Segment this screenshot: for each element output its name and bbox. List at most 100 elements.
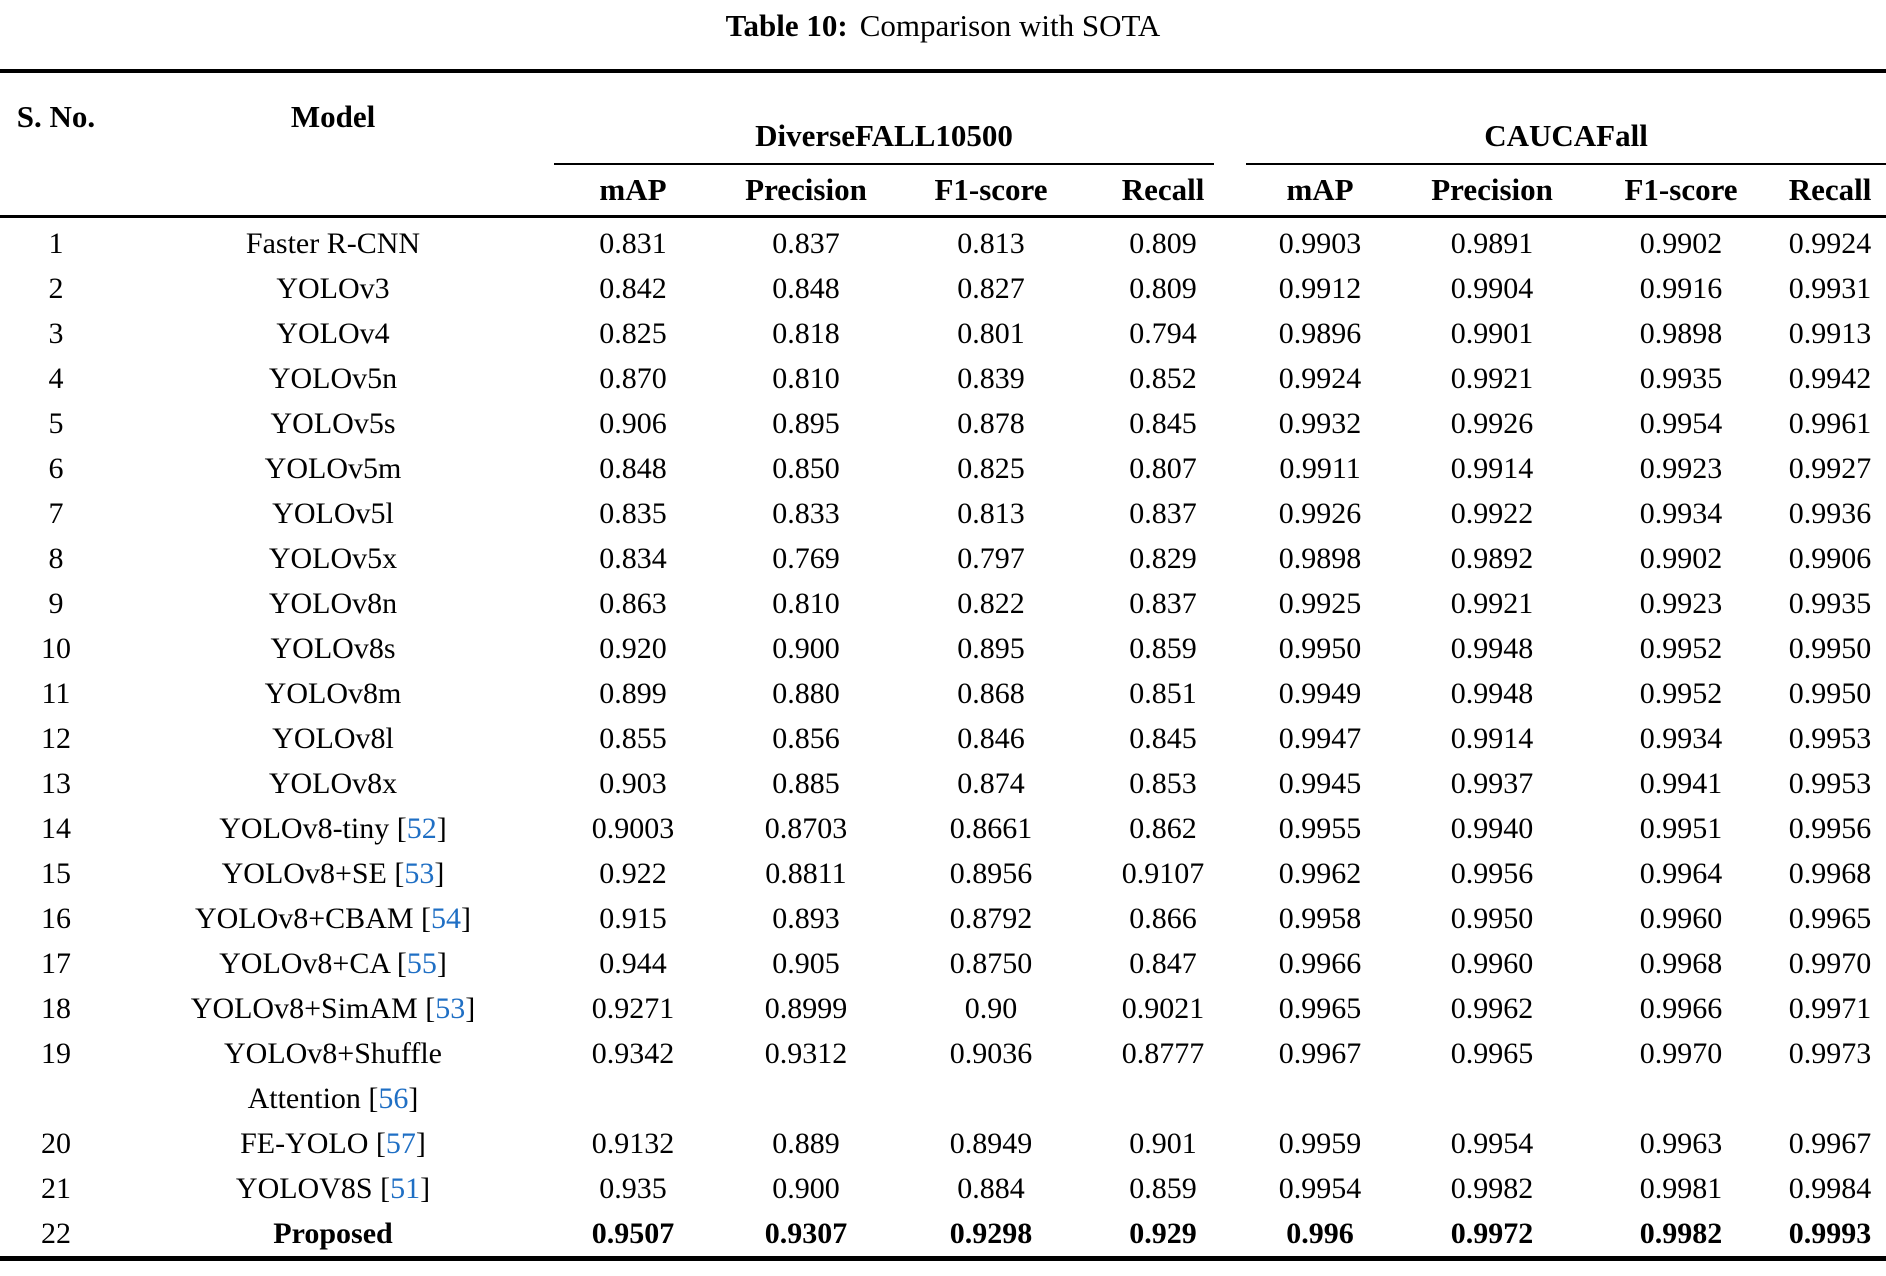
column-header-c-f1score: F1-score xyxy=(1588,165,1775,218)
metric-cell: 0.9993 xyxy=(1788,1217,1872,1250)
metric-cell: 0.9934 xyxy=(1639,497,1723,530)
metric-cell: 0.833 xyxy=(772,497,840,530)
model-cell: YOLOv8+CA [55] xyxy=(112,941,554,986)
citation-link[interactable]: [51] xyxy=(380,1172,431,1205)
serial-cell: 1 xyxy=(48,227,64,260)
metric-cell: 0.90 xyxy=(964,992,1018,1025)
table-row: 22 Proposed 0.9507 0.9307 0.9298 0.929 0.996 0.… xyxy=(0,1211,1886,1259)
metric-cell: 0.9950 xyxy=(1788,677,1872,710)
metric-cell: 0.9132 xyxy=(591,1127,675,1160)
table-header: S. No. Model DiverseFALL10500 CAUCAFall … xyxy=(0,71,1886,218)
model-cell: Faster R-CNN xyxy=(112,217,554,267)
model-name: YOLOv8+CBAM xyxy=(194,902,414,935)
metric-cell: 0.845 xyxy=(1129,722,1197,755)
metric-cell: 0.9965 xyxy=(1450,1037,1534,1070)
citation-link[interactable]: [57] xyxy=(375,1127,426,1160)
metric-cell: 0.831 xyxy=(599,227,667,260)
metric-cell: 0.9945 xyxy=(1278,767,1362,800)
model-cell: Proposed xyxy=(112,1211,554,1259)
serial-cell: 10 xyxy=(41,632,71,665)
model-name: YOLOv8+Shuffle xyxy=(223,1037,442,1070)
table-row: 7 YOLOv5l 0.835 0.833 0.813 0.837 0.9926 0.9922… xyxy=(0,491,1886,536)
table-row: 21 YOLOV8S [51] 0.935 0.900 0.884 0.859 0.9954… xyxy=(0,1166,1886,1211)
metric-cell: 0.9961 xyxy=(1788,407,1872,440)
metric-cell: 0.9892 xyxy=(1450,542,1534,575)
metric-cell: 0.825 xyxy=(957,452,1025,485)
citation-link[interactable]: [53] xyxy=(394,857,445,890)
metric-cell: 0.885 xyxy=(772,767,840,800)
metric-cell: 0.835 xyxy=(599,497,667,530)
metric-cell: 0.9914 xyxy=(1450,722,1534,755)
table-row: 17 YOLOv8+CA [55] 0.944 0.905 0.8750 0.847 0.9… xyxy=(0,941,1886,986)
group-header-row: S. No. Model DiverseFALL10500 CAUCAFall xyxy=(0,71,1886,218)
model-cell: YOLOv8+CBAM [54] xyxy=(112,896,554,941)
column-header-d-precision: Precision xyxy=(712,165,900,218)
metric-cell: 0.9904 xyxy=(1450,272,1534,305)
metric-cell: 0.8750 xyxy=(949,947,1033,980)
serial-cell: 11 xyxy=(41,677,71,710)
metric-cell: 0.9952 xyxy=(1639,632,1723,665)
metric-cell: 0.915 xyxy=(599,902,667,935)
metric-cell: 0.9967 xyxy=(1278,1037,1362,1070)
metric-cell: 0.9954 xyxy=(1278,1172,1362,1205)
citation-link[interactable]: [53] xyxy=(425,992,476,1025)
model-name: YOLOv8m xyxy=(264,677,402,710)
model-name: YOLOV8S xyxy=(235,1172,373,1205)
model-name: YOLOv8l xyxy=(272,722,394,755)
model-name: YOLOv5n xyxy=(268,362,398,395)
model-cell: YOLOv8+SE [53] xyxy=(112,851,554,896)
model-name: YOLOv5l xyxy=(272,497,394,530)
citation-link[interactable]: [54] xyxy=(421,902,472,935)
model-cell: YOLOv8+Shuffle Attention [56] xyxy=(112,1031,554,1121)
metric-cell: 0.944 xyxy=(599,947,667,980)
table-caption-label: Table 10: xyxy=(725,8,848,43)
metric-cell: 0.9003 xyxy=(591,812,675,845)
model-cell: YOLOv8l xyxy=(112,716,554,761)
table-body: 1 Faster R-CNN 0.831 0.837 0.813 0.809 0.9903 0… xyxy=(0,217,1886,1259)
model-name: YOLOv8x xyxy=(268,767,398,800)
model-cell: YOLOv8-tiny [52] xyxy=(112,806,554,851)
metric-cell: 0.9924 xyxy=(1278,362,1362,395)
metric-cell: 0.9954 xyxy=(1639,407,1723,440)
metric-cell: 0.866 xyxy=(1129,902,1197,935)
metric-cell: 0.9959 xyxy=(1278,1127,1362,1160)
metric-cell: 0.797 xyxy=(957,542,1025,575)
metric-cell: 0.9891 xyxy=(1450,227,1534,260)
citation-link[interactable]: [52] xyxy=(396,812,447,845)
citation-link[interactable]: [56] xyxy=(368,1082,419,1115)
metric-cell: 0.9923 xyxy=(1639,452,1723,485)
metric-cell: 0.9898 xyxy=(1278,542,1362,575)
metric-cell: 0.8949 xyxy=(949,1127,1033,1160)
metric-cell: 0.8811 xyxy=(765,857,847,890)
table-row: 2 YOLOv3 0.842 0.848 0.827 0.809 0.9912 0.9904 0… xyxy=(0,266,1886,311)
citation-link[interactable]: [55] xyxy=(396,947,447,980)
metric-cell: 0.852 xyxy=(1129,362,1197,395)
metric-cell: 0.906 xyxy=(599,407,667,440)
metric-cell: 0.9970 xyxy=(1639,1037,1723,1070)
metric-cell: 0.9952 xyxy=(1639,677,1723,710)
metric-cell: 0.9971 xyxy=(1788,992,1872,1025)
table-row: 13 YOLOv8x 0.903 0.885 0.874 0.853 0.9945 0.993… xyxy=(0,761,1886,806)
model-cell: YOLOv8n xyxy=(112,581,554,626)
metric-cell: 0.9956 xyxy=(1788,812,1872,845)
column-header-d-map: mAP xyxy=(554,165,712,218)
column-header-d-f1score: F1-score xyxy=(900,165,1082,218)
metric-cell: 0.9940 xyxy=(1450,812,1534,845)
metric-cell: 0.9949 xyxy=(1278,677,1362,710)
table-row: 15 YOLOv8+SE [53] 0.922 0.8811 0.8956 0.9107 0… xyxy=(0,851,1886,896)
metric-cell: 0.9925 xyxy=(1278,587,1362,620)
metric-cell: 0.9901 xyxy=(1450,317,1534,350)
metric-header-row: mAP Precision F1-score Recall mAP Precis… xyxy=(0,165,1886,218)
metric-cell: 0.842 xyxy=(599,272,667,305)
metric-cell: 0.9307 xyxy=(764,1217,848,1250)
metric-cell: 0.9965 xyxy=(1788,902,1872,935)
metric-cell: 0.822 xyxy=(957,587,1025,620)
metric-cell: 0.848 xyxy=(599,452,667,485)
table-row: 10 YOLOv8s 0.920 0.900 0.895 0.859 0.9950 0.994… xyxy=(0,626,1886,671)
metric-cell: 0.794 xyxy=(1129,317,1197,350)
metric-cell: 0.9951 xyxy=(1639,812,1723,845)
metric-cell: 0.9913 xyxy=(1788,317,1872,350)
metric-cell: 0.899 xyxy=(599,677,667,710)
metric-cell: 0.9958 xyxy=(1278,902,1362,935)
metric-cell: 0.769 xyxy=(772,542,840,575)
